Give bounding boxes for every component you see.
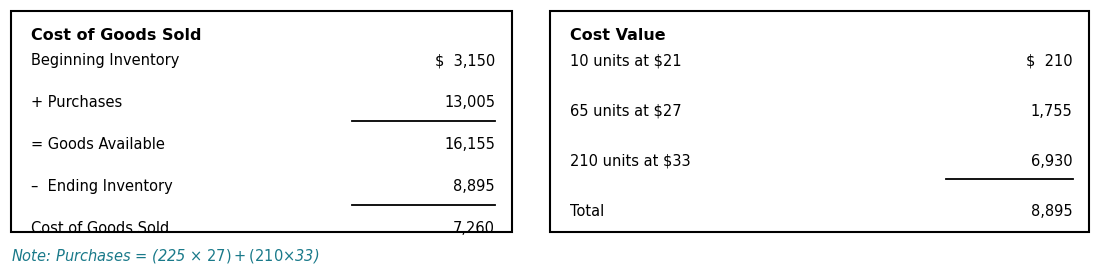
FancyBboxPatch shape [550,11,1089,232]
Text: Beginning Inventory: Beginning Inventory [31,53,179,69]
Text: 8,895: 8,895 [453,179,495,195]
Text: 16,155: 16,155 [444,137,495,153]
Text: Cost Value: Cost Value [570,28,666,43]
Text: 210 units at $33: 210 units at $33 [570,154,691,169]
Text: 13,005: 13,005 [444,95,495,111]
Text: Note: Purchases = (225 × $27) + (210 × $33): Note: Purchases = (225 × $27) + (210 × $… [11,247,319,265]
Text: 6,930: 6,930 [1031,154,1072,169]
Text: 7,260: 7,260 [453,221,495,237]
Text: 8,895: 8,895 [1031,204,1072,219]
Text: 10 units at $21: 10 units at $21 [570,53,681,69]
Text: Cost of Goods Sold: Cost of Goods Sold [31,28,201,43]
Text: 1,755: 1,755 [1031,104,1072,119]
Text: Total: Total [570,204,604,219]
Text: Cost of Goods Sold: Cost of Goods Sold [31,221,169,237]
Text: 65 units at $27: 65 units at $27 [570,104,681,119]
Text: + Purchases: + Purchases [31,95,122,111]
Text: $  3,150: $ 3,150 [434,53,495,69]
Text: = Goods Available: = Goods Available [31,137,165,153]
Text: $  210: $ 210 [1026,53,1072,69]
FancyBboxPatch shape [11,11,512,232]
Text: –  Ending Inventory: – Ending Inventory [31,179,173,195]
